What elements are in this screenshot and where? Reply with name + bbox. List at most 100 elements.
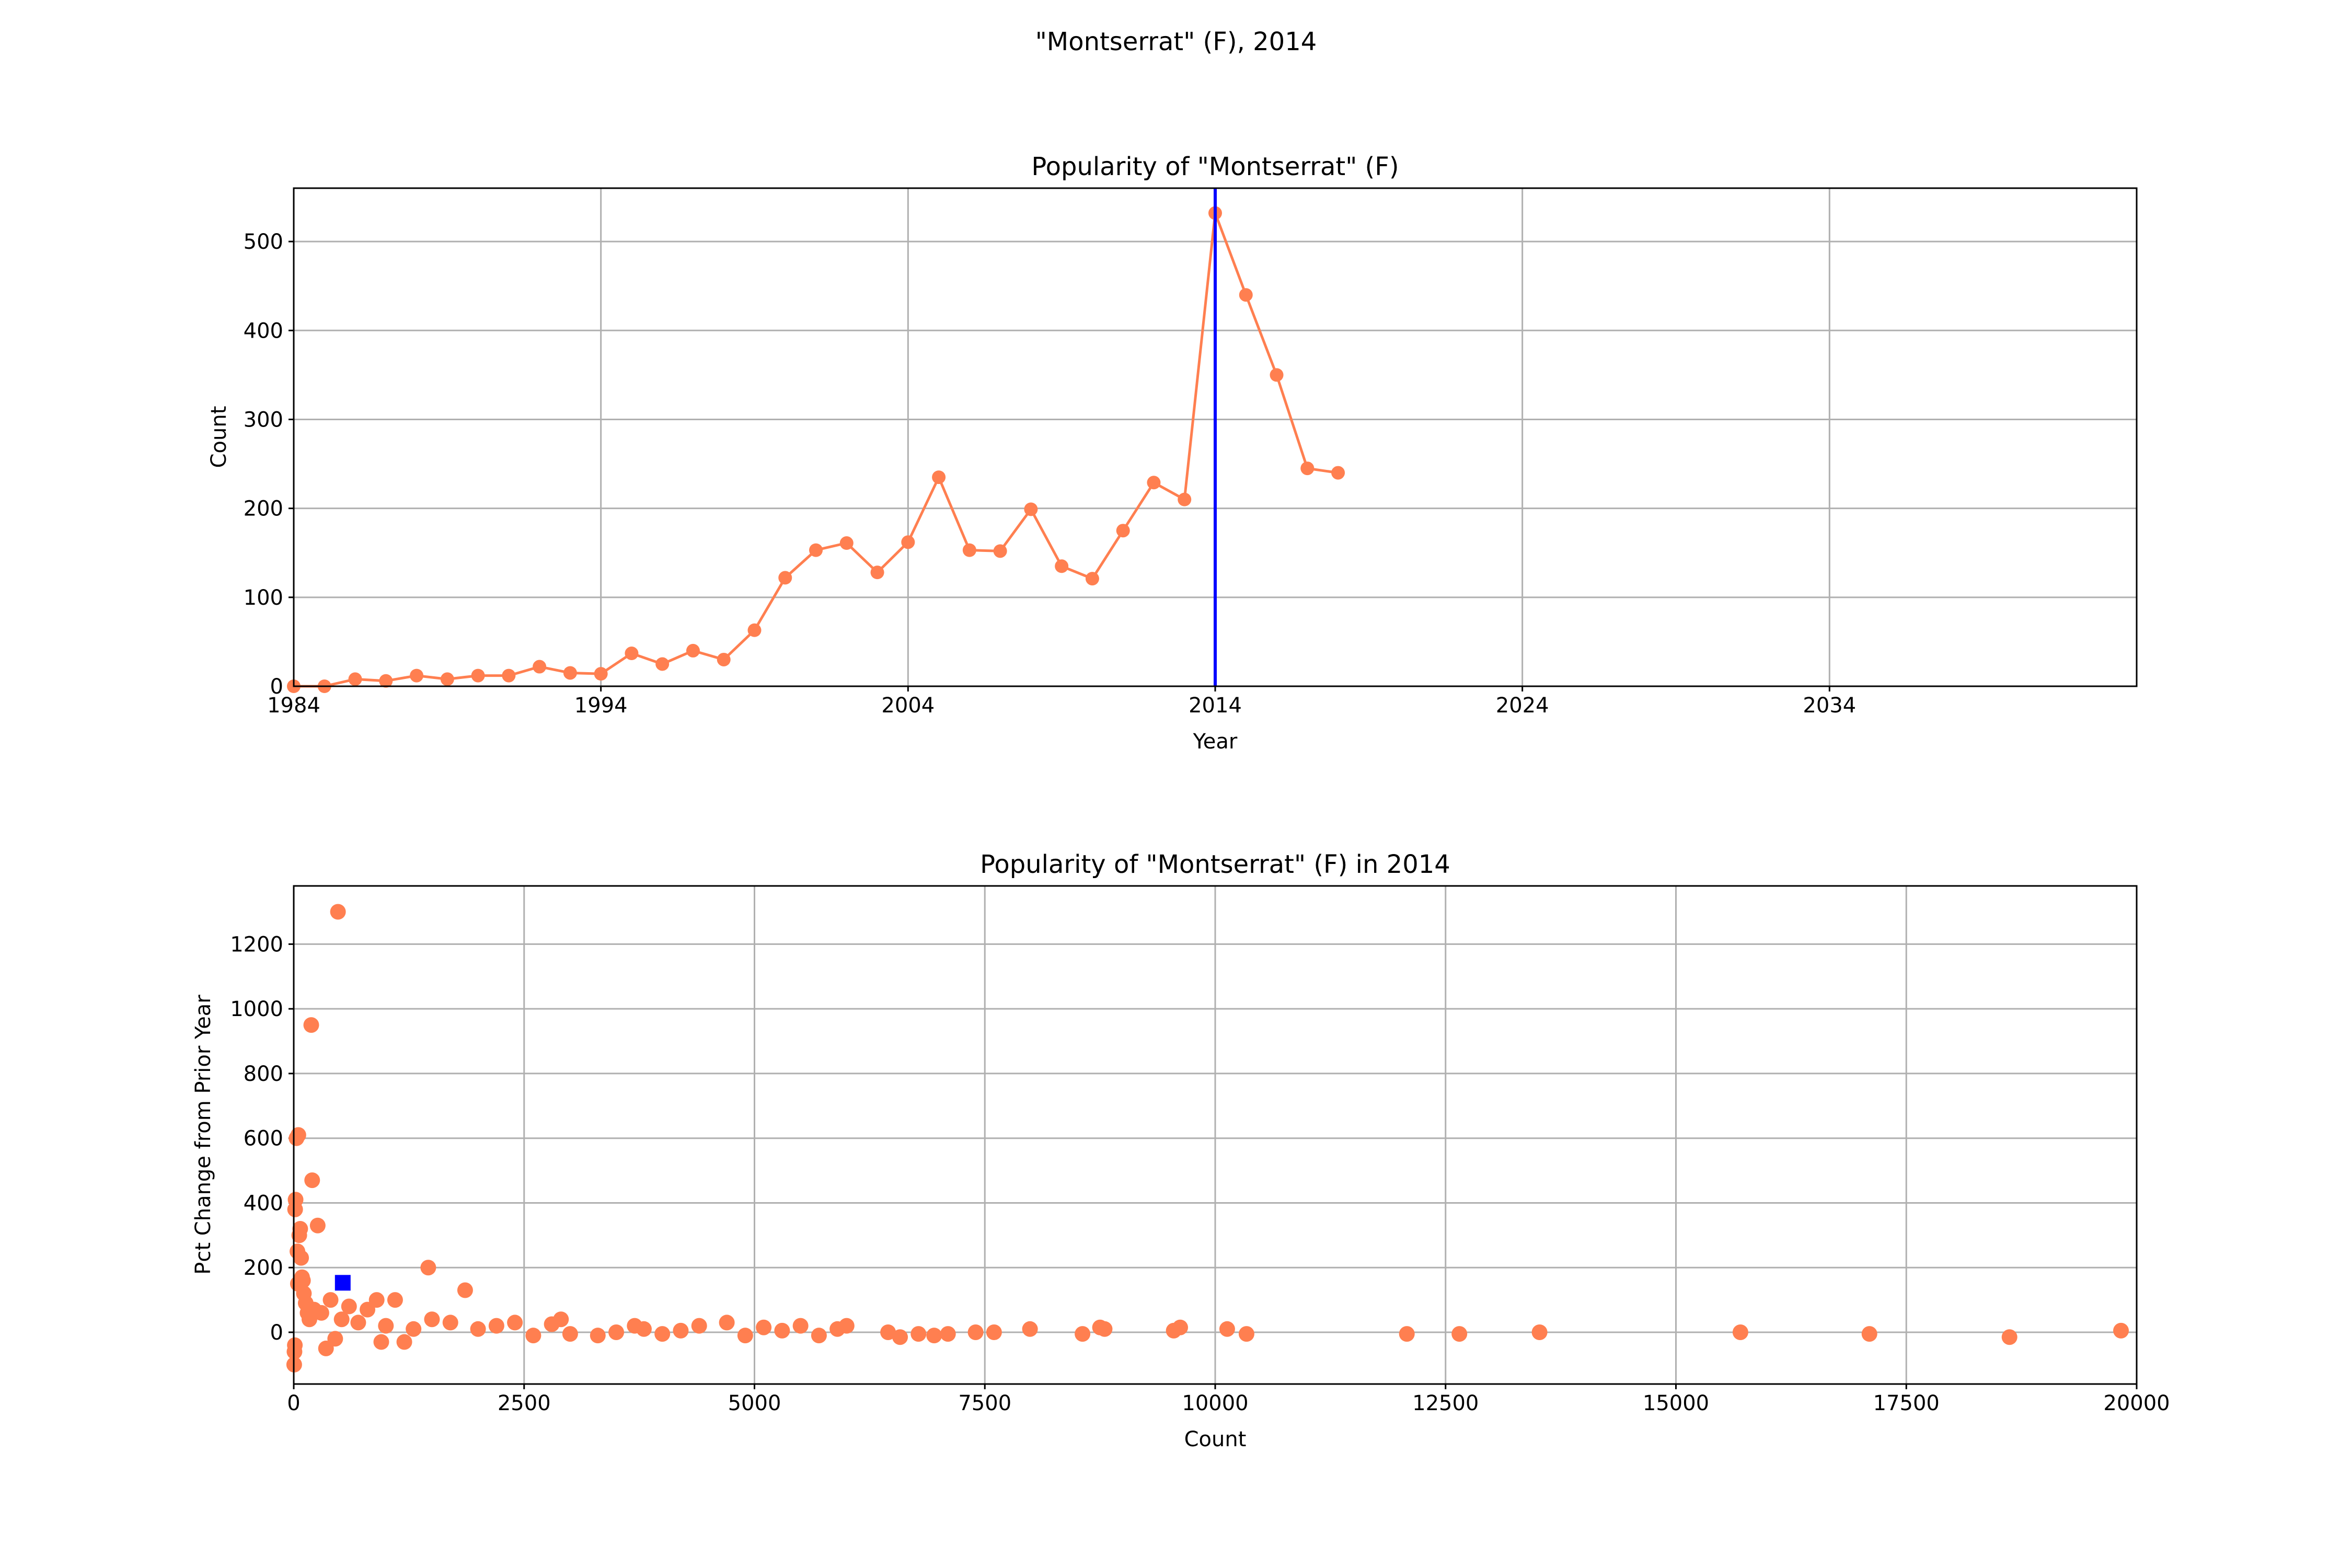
scatter-point [420,1260,436,1276]
scatter-chart-x-ticks: 0 2500 5000 7500 10000 12500 15000 17500 20000 [287,1384,2170,1415]
scatter-point [378,1318,394,1334]
scatter-point [553,1311,569,1328]
scatter-point [387,1292,403,1308]
line-point [747,623,762,637]
scatter-point [470,1321,486,1337]
scatter-point [562,1326,578,1342]
line-chart-x-ticks: 1984 1994 2004 2014 2024 2034 [267,686,1856,718]
scatter-point [333,1311,350,1328]
line-point [625,647,639,661]
line-point [471,668,485,683]
line-chart-x-tick-label: 1984 [267,694,320,718]
scatter-point [1531,1324,1548,1340]
line-point [379,674,393,688]
scatter-point [1732,1324,1748,1340]
scatter-point [292,1220,308,1237]
scatter-point [1451,1326,1468,1342]
scatter-point [1861,1326,1877,1342]
scatter-point [295,1272,311,1288]
scatter-point [892,1329,908,1345]
line-point [410,668,424,683]
line-chart-x-tick-label: 2024 [1496,694,1549,718]
line-point [1270,368,1284,382]
line-point [717,652,731,666]
scatter-point [287,1192,304,1208]
scatter-point [967,1324,984,1340]
scatter-chart-y-tick-label: 400 [244,1191,283,1215]
scatter-point [373,1334,389,1350]
scatter-point [318,1340,334,1356]
line-point [870,566,884,580]
scatter-point [654,1326,671,1342]
line-chart-y-tick-label: 400 [244,319,283,343]
line-point [533,660,547,674]
scatter-point [2113,1322,2129,1339]
scatter-point [313,1305,329,1321]
line-point [1239,288,1253,302]
scatter-point [986,1324,1002,1340]
scatter-point [525,1328,541,1344]
line-point [1024,502,1038,516]
scatter-point [590,1328,606,1344]
scatter-point [1075,1326,1091,1342]
scatter-point [756,1319,772,1335]
scatter-point [309,1217,326,1233]
scatter-point [287,1337,303,1353]
scatter-point [396,1334,412,1350]
scatter-point [673,1322,689,1339]
line-chart-x-tick-label: 2004 [881,694,935,718]
line-chart-series [287,188,1345,693]
line-point [962,543,976,557]
line-point [839,536,854,550]
scatter-point [1238,1326,1254,1342]
scatter-point [442,1315,458,1331]
scatter-point [488,1318,504,1334]
scatter-point [406,1321,422,1337]
scatter-point [341,1298,357,1315]
scatter-chart-x-tick-label: 17500 [1873,1391,1940,1415]
line-chart-y-tick-label: 500 [244,230,283,254]
line-point [348,672,362,686]
scatter-chart-frame [293,885,2138,1385]
line-chart-y-ticks: 0 100 200 300 400 500 [244,230,294,699]
line-point [1085,572,1099,586]
scatter-chart-grid [293,886,2138,1384]
line-point [932,470,946,485]
scatter-point [1097,1321,1113,1337]
scatter-point [940,1326,956,1342]
line-series [294,212,1339,688]
scatter-chart-x-tick-label: 20000 [2103,1391,2170,1415]
scatter-point [424,1311,440,1328]
scatter-chart-x-tick-label: 7500 [958,1391,1011,1415]
line-point [1331,466,1345,480]
line-point [1178,492,1192,506]
line-chart-y-tick-label: 300 [244,408,283,432]
line-point [686,643,700,658]
scatter-point [327,1331,343,1347]
scatter-chart: Popularity of "Montserrat" (F) in 2014 0… [191,850,2170,1451]
scatter-point [304,1172,320,1189]
scatter-chart-x-tick-label: 0 [287,1391,300,1415]
scatter-chart-y-tick-label: 200 [244,1256,283,1280]
line-point [778,571,792,585]
scatter-point [838,1318,855,1334]
scatter-point [2001,1329,2017,1345]
highlight-point-marker [335,1275,351,1291]
line-point [1116,524,1130,538]
line-chart-frame [293,187,2138,687]
line-point [901,535,915,549]
scatter-chart-y-tick-label: 600 [244,1127,283,1151]
line-chart-x-tick-label: 2034 [1803,694,1856,718]
scatter-point [350,1315,366,1331]
scatter-point [368,1292,385,1308]
scatter-chart-x-tick-label: 12500 [1412,1391,1479,1415]
line-chart-x-tick-label: 1994 [574,694,628,718]
scatter-chart-y-tick-label: 800 [244,1062,283,1086]
scatter-point [774,1322,790,1339]
line-chart-y-label: Count [207,406,231,468]
line-point [809,543,823,557]
line-point [563,666,577,680]
line-point [655,657,670,671]
line-point [1055,559,1069,573]
